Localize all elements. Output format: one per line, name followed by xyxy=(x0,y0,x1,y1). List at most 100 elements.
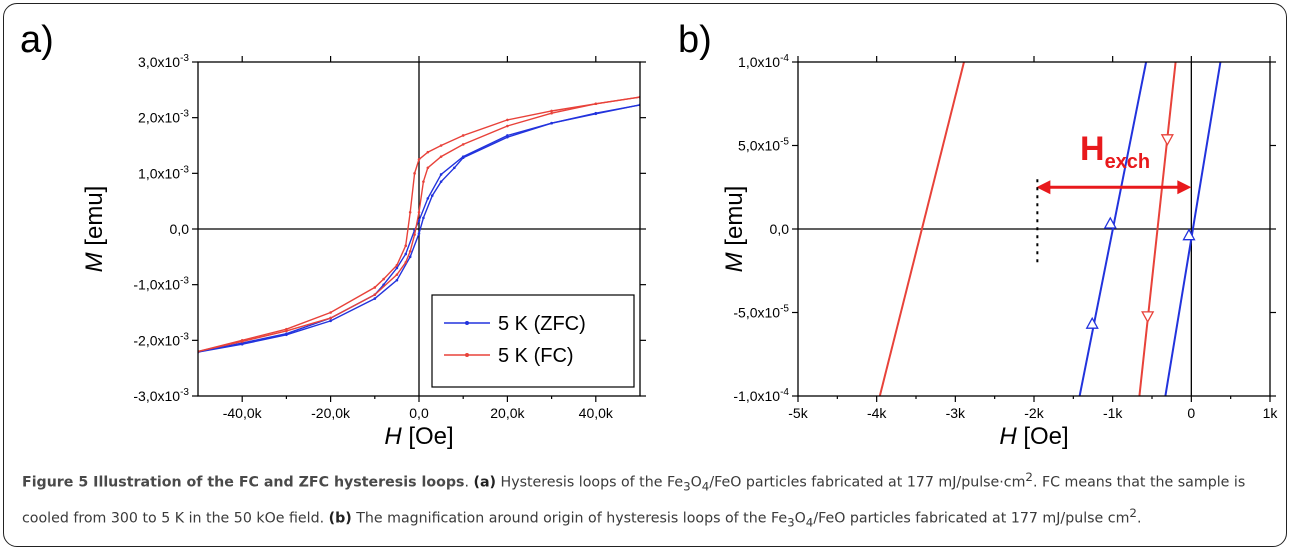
data-point-5-k-fc- xyxy=(395,273,399,276)
data-point-5-k-fc- xyxy=(373,293,377,296)
y-tick-label: 0,0 xyxy=(170,221,190,237)
data-point-5-k-fc- xyxy=(594,102,598,106)
x-tick-label: 20,0k xyxy=(490,405,525,421)
data-point-5-k-zfc- xyxy=(461,156,465,160)
y-tick-label: 1,0x10-4 xyxy=(738,53,789,70)
series-line-series-0-segment-1 xyxy=(1164,62,1222,396)
x-tick-label: 40,0k xyxy=(579,405,614,421)
triangle-down-marker xyxy=(1141,311,1155,324)
x-tick-label: -4k xyxy=(867,405,887,421)
data-point-5-k-fc- xyxy=(329,316,332,320)
legend-box xyxy=(431,294,635,388)
caption-b-sub-2: 4 xyxy=(805,515,814,530)
caption-b-text-3: /FeO particles fabricated at 177 mJ/puls… xyxy=(813,510,1130,527)
x-tick-label: -5k xyxy=(788,405,808,421)
hexch-label: Hexch xyxy=(1080,130,1150,173)
data-point-5-k-zfc- xyxy=(453,166,456,170)
x-tick-label: -2k xyxy=(1024,405,1044,421)
y-tick-label: 5,0x10-5 xyxy=(738,137,789,154)
x-axis-title: H [Oe] xyxy=(384,423,453,450)
data-point-5-k-zfc- xyxy=(329,319,332,323)
plot-data xyxy=(878,62,1222,396)
data-point-5-k-zfc- xyxy=(285,333,288,337)
y-tick-label: -1,0x10-4 xyxy=(733,387,789,404)
data-point-5-k-zfc- xyxy=(439,180,443,183)
caption-b-text-4: . xyxy=(1136,510,1142,527)
data-point-5-k-fc- xyxy=(439,144,443,147)
data-point-5-k-fc- xyxy=(413,172,416,175)
x-tick-label: 0,0 xyxy=(409,405,429,421)
data-point-5-k-fc- xyxy=(395,263,399,267)
data-point-5-k-fc- xyxy=(422,180,425,183)
data-point-5-k-fc- xyxy=(426,150,430,154)
data-point-5-k-fc- xyxy=(461,134,465,137)
data-point-5-k-fc- xyxy=(240,340,244,343)
y-axis-title: M [emu] xyxy=(81,186,108,273)
data-point-5-k-fc- xyxy=(550,109,553,113)
data-point-5-k-fc- xyxy=(413,233,416,236)
data-point-5-k-fc- xyxy=(550,111,553,115)
data-point-5-k-zfc- xyxy=(550,121,553,125)
caption-a-text-3: /FeO particles fabricated at 177 mJ/puls… xyxy=(709,474,1000,491)
x-tick-label: -20,0k xyxy=(311,405,351,421)
data-point-5-k-zfc- xyxy=(506,135,509,139)
data-point-5-k-zfc- xyxy=(417,219,421,222)
data-point-5-k-zfc- xyxy=(417,232,421,235)
data-point-5-k-fc- xyxy=(408,211,412,214)
y-tick-label: -1,0x10-3 xyxy=(133,276,189,293)
caption-a-text-2: O xyxy=(690,474,702,491)
series-line-series-1-segment-0 xyxy=(878,62,965,396)
legend-label: 5 K (ZFC) xyxy=(498,313,586,335)
y-tick-label: -3,0x10-3 xyxy=(133,387,189,404)
data-point-5-k-fc- xyxy=(439,155,443,158)
data-point-5-k-fc- xyxy=(417,211,421,214)
data-point-5-k-zfc- xyxy=(395,278,399,282)
data-point-5-k-fc- xyxy=(506,124,509,128)
data-point-5-k-fc- xyxy=(417,158,421,161)
panel-a: a) -40,0k -20,0k 0,0 20,0k 40,0k -3,0x10-3 -2,0… xyxy=(20,19,646,450)
legend-marker xyxy=(465,353,469,357)
caption-a-sup-1: 2 xyxy=(1025,470,1033,484)
data-point-5-k-fc- xyxy=(426,166,430,170)
triangle-up-marker xyxy=(1103,216,1117,229)
triangle-up-marker xyxy=(1182,228,1196,241)
data-point-5-k-fc- xyxy=(404,261,408,264)
figure-caption: Figure 5 Illustration of the FC and ZFC … xyxy=(22,470,1246,530)
data-point-5-k-zfc- xyxy=(439,173,443,176)
hexch-arrowhead-left xyxy=(1036,180,1051,195)
data-point-5-k-zfc- xyxy=(395,266,399,270)
data-point-5-k-fc- xyxy=(506,118,509,122)
caption-b-sup-1: 2 xyxy=(1129,505,1137,520)
data-point-5-k-fc- xyxy=(408,249,412,253)
data-point-5-k-zfc- xyxy=(240,342,244,346)
series-line-5-k-fc--branch-0 xyxy=(198,96,640,353)
triangle-up-marker xyxy=(1085,316,1099,329)
data-point-5-k-fc- xyxy=(285,329,288,333)
y-tick-label: -5,0x10-5 xyxy=(733,304,789,321)
x-tick-label: 1k xyxy=(1263,405,1279,421)
data-point-5-k-fc- xyxy=(373,286,377,289)
y-tick-label: 3,0x10-3 xyxy=(138,53,189,70)
data-point-5-k-fc- xyxy=(461,143,465,146)
triangle-down-marker xyxy=(1160,134,1174,147)
x-tick-label: -1k xyxy=(1103,405,1123,421)
panel-letter: b) xyxy=(678,19,712,61)
legend-marker xyxy=(465,321,469,325)
caption-b-label: (b) xyxy=(328,510,352,527)
series-line-series-0-segment-0 xyxy=(1078,62,1148,396)
figure-frame xyxy=(3,3,1287,547)
x-tick-label: -40,0k xyxy=(223,405,263,421)
panel-b: b) -5k -4k -3k -2k -1k 0 1k -1,0x10-4 -5,0x10-5 0,… xyxy=(678,19,1278,450)
data-point-5-k-zfc- xyxy=(422,216,425,220)
caption-b-sub-1: 3 xyxy=(787,515,795,530)
data-point-5-k-zfc- xyxy=(373,297,377,300)
data-point-5-k-zfc- xyxy=(404,252,408,256)
caption-title-period: . xyxy=(464,474,474,491)
data-point-5-k-fc- xyxy=(382,277,385,281)
x-tick-label: 0 xyxy=(1187,405,1195,421)
y-tick-label: 2,0x10-3 xyxy=(138,109,189,126)
caption-a-text-1: Hysteresis loops of the Fe xyxy=(500,474,684,491)
caption-a-sub-2: 4 xyxy=(701,479,710,494)
caption-a-text-5: . FC means that the sample is cooled fro… xyxy=(22,474,1246,527)
